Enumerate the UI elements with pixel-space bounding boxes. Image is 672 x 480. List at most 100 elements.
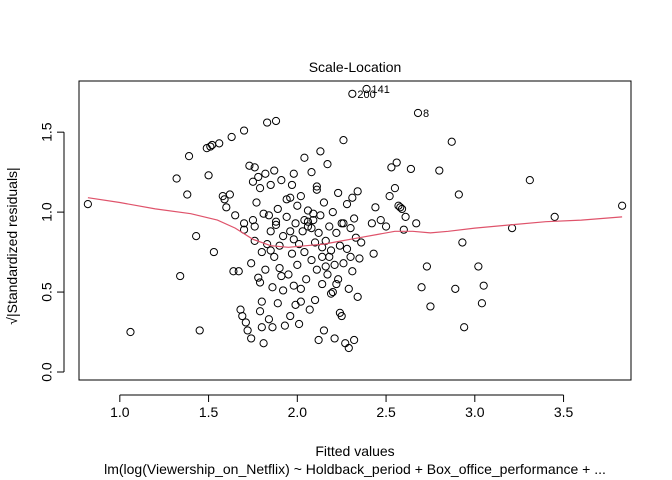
residual-point <box>289 235 298 244</box>
residual-point <box>291 219 300 228</box>
residual-point <box>252 198 261 207</box>
x-tick-label: 2.5 <box>376 404 396 420</box>
residual-point <box>266 180 275 190</box>
residual-point <box>231 211 240 220</box>
residual-point <box>286 193 295 202</box>
residual-point <box>303 206 313 215</box>
residual-point <box>293 201 302 210</box>
residual-point <box>312 265 321 274</box>
point-label: 200 <box>357 89 375 101</box>
residual-point <box>316 147 325 156</box>
residual-point <box>426 302 435 311</box>
residual-point <box>294 239 304 249</box>
residual-point <box>618 201 627 210</box>
residual-point <box>323 160 332 169</box>
residual-point <box>243 326 252 335</box>
residual-point <box>220 195 229 204</box>
residual-point <box>507 224 517 233</box>
residual-point <box>314 335 323 345</box>
residual-point <box>268 323 277 332</box>
residual-point <box>334 188 343 198</box>
residual-point <box>229 267 238 276</box>
residual-point <box>309 209 318 218</box>
residual-point <box>176 271 185 281</box>
residual-point <box>289 169 298 178</box>
residual-point <box>296 297 305 306</box>
residual-point <box>225 190 234 199</box>
residual-point <box>245 161 254 170</box>
residual-point <box>334 275 343 284</box>
residual-point <box>392 158 401 167</box>
y-axis-label: √|Standardized residuals| <box>4 167 20 324</box>
residual-point <box>300 247 309 257</box>
residual-point <box>247 259 256 268</box>
residual-point <box>266 227 275 236</box>
residual-point <box>417 283 426 292</box>
residual-point <box>195 326 204 335</box>
x-tick-label: 3.5 <box>554 404 574 420</box>
residual-point <box>350 214 359 223</box>
residual-point <box>362 84 371 94</box>
residual-point <box>451 284 460 293</box>
residual-point <box>238 311 247 321</box>
residual-point <box>273 299 282 308</box>
x-axis-label: Fitted values <box>315 443 394 459</box>
residual-point <box>247 334 256 343</box>
residual-point <box>314 228 323 237</box>
plot-box <box>78 80 632 381</box>
residual-point <box>264 315 274 324</box>
residual-point <box>239 219 249 228</box>
residual-point <box>346 224 355 233</box>
residual-point <box>332 279 341 289</box>
residual-point <box>261 265 270 274</box>
residual-point <box>344 284 353 293</box>
residual-point <box>376 216 385 225</box>
residual-point <box>204 171 213 180</box>
model-formula-subtitle: lm(log(Viewership_on_Netflix) ~ Holdback… <box>104 461 606 477</box>
residual-point <box>525 176 534 185</box>
x-tick-label: 1.0 <box>110 404 130 420</box>
residual-point <box>250 163 259 172</box>
residual-point <box>286 227 295 236</box>
residual-point <box>318 252 327 261</box>
residual-point <box>342 244 352 253</box>
residual-point <box>300 153 309 162</box>
residual-point <box>335 241 345 250</box>
residual-point <box>332 228 341 237</box>
residual-point <box>357 238 366 247</box>
residual-point <box>287 249 297 258</box>
residual-point <box>264 211 274 220</box>
residual-point <box>348 267 357 276</box>
x-tick-label: 2.0 <box>288 404 308 420</box>
residual-point <box>270 252 279 261</box>
residual-point <box>328 208 337 217</box>
residual-point <box>254 172 263 182</box>
smooth-trend-line <box>87 197 623 248</box>
residual-point <box>222 203 231 212</box>
residual-point <box>255 184 265 193</box>
residual-point <box>126 327 135 337</box>
residual-point <box>312 182 321 191</box>
residual-point <box>339 259 348 268</box>
y-tick-label: 1.0 <box>39 202 55 222</box>
residual-point <box>413 108 423 118</box>
residual-point <box>399 225 408 234</box>
residual-point <box>422 262 431 271</box>
residual-point <box>277 176 286 185</box>
residual-point <box>307 255 316 265</box>
residual-point <box>344 343 353 353</box>
residual-point <box>319 198 329 207</box>
residual-point <box>275 263 284 273</box>
residual-point <box>460 323 469 332</box>
residual-point <box>215 139 224 148</box>
residual-point <box>268 283 277 292</box>
residual-point <box>310 238 320 247</box>
residual-point <box>412 219 421 228</box>
x-axis: 1.0 1.5 2.0 2.5 3.0 3.5 <box>110 394 574 420</box>
residual-point <box>550 212 559 222</box>
residual-point <box>279 231 288 241</box>
residual-point <box>350 335 359 345</box>
residual-point <box>321 236 330 245</box>
residual-point <box>401 212 410 222</box>
